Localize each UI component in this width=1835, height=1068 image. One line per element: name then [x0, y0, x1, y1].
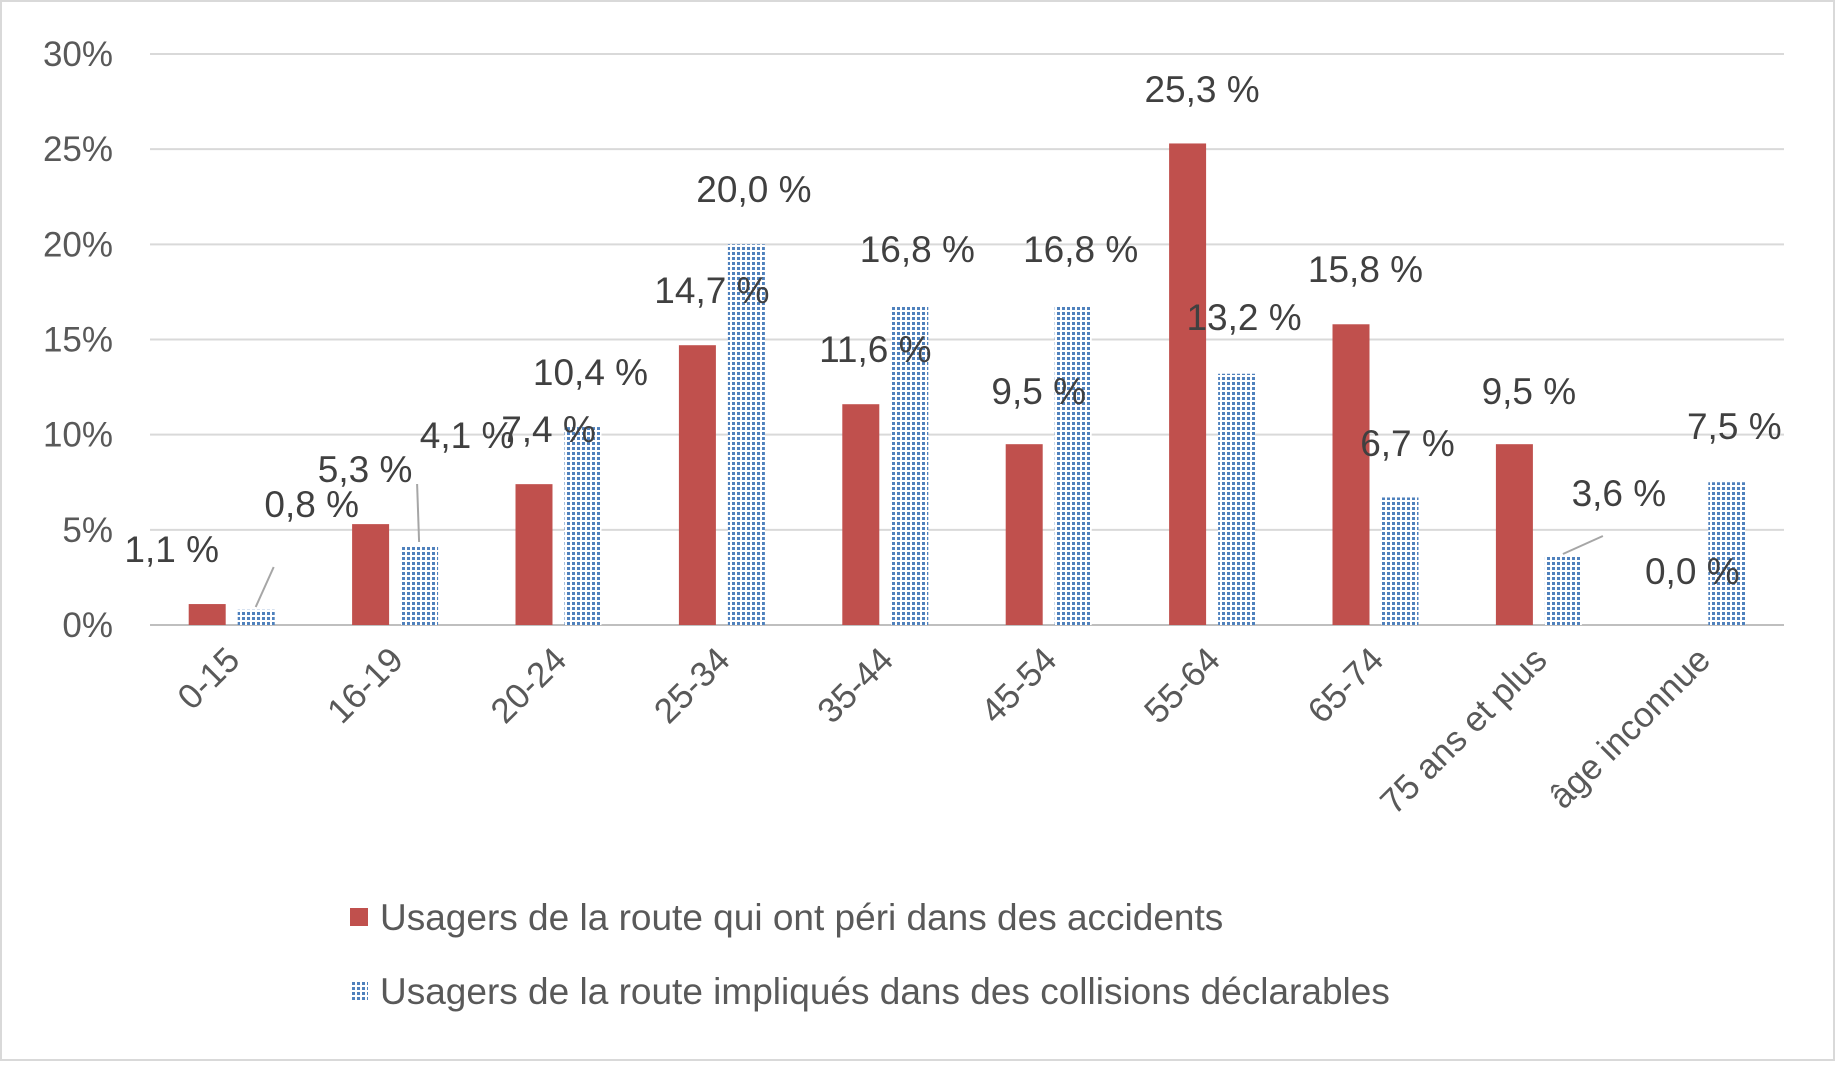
- bar-fatalities: [842, 404, 880, 625]
- x-tick-label: 65-74: [1300, 640, 1391, 731]
- data-label-fatalities: 7,4 %: [501, 409, 596, 450]
- bar-fatalities: [678, 345, 716, 625]
- data-label-fatalities: 9,5 %: [1482, 371, 1577, 412]
- data-label-collisions: 7,5 %: [1687, 406, 1782, 447]
- x-tick-label: 45-54: [973, 640, 1064, 731]
- data-label-collisions: 13,2 %: [1186, 297, 1301, 338]
- y-tick-label: 25%: [43, 130, 113, 169]
- legend: Usagers de la route qui ont péri dans de…: [350, 897, 1390, 1012]
- bar-collisions: [1544, 556, 1582, 625]
- data-label-fatalities: 15,8 %: [1308, 249, 1423, 290]
- y-tick-label: 0%: [62, 606, 113, 645]
- y-axis-ticks: 0% 5% 10% 15% 20% 25% 30%: [43, 35, 113, 645]
- x-tick-label: âge inconnue: [1542, 640, 1718, 816]
- data-label-fatalities: 11,6 %: [819, 329, 931, 370]
- data-label-collisions: 6,7 %: [1360, 423, 1455, 464]
- x-tick-label: 0-15: [170, 640, 247, 717]
- bar-collisions: [727, 244, 765, 626]
- x-tick-label: 16-19: [320, 640, 411, 731]
- x-tick-label: 75 ans et plus: [1373, 640, 1555, 822]
- x-axis-ticks: 0-15 16-19 20-24 25-34 35-44 45-54 55-64 65-747…: [170, 640, 1718, 822]
- label-leader-line: [416, 483, 421, 543]
- y-tick-label: 10%: [43, 416, 113, 455]
- x-tick-label: 35-44: [810, 640, 901, 731]
- bar-fatalities: [1495, 444, 1533, 625]
- data-label-fatalities: 14,7 %: [654, 270, 769, 311]
- bar-fatalities: [1005, 444, 1043, 625]
- bar-collisions: [1708, 482, 1746, 625]
- y-tick-label: 20%: [43, 225, 113, 264]
- bar-fatalities: [188, 604, 226, 625]
- legend-label-fatalities: Usagers de la route qui ont péri dans de…: [380, 897, 1223, 938]
- legend-label-collisions: Usagers de la route impliqués dans des c…: [380, 971, 1390, 1012]
- bar-fatalities: [515, 484, 553, 625]
- data-label-fatalities: 5,3 %: [318, 449, 413, 490]
- bar-collisions: [564, 427, 602, 625]
- label-leader-lines: [254, 483, 1604, 608]
- data-label-fatalities: 9,5 %: [991, 371, 1086, 412]
- bar-collisions: [1218, 373, 1256, 625]
- legend-swatch-fatalities: [350, 908, 368, 926]
- label-leader-line: [1562, 535, 1604, 555]
- y-tick-label: 15%: [43, 321, 113, 360]
- bar-collisions: [237, 609, 275, 625]
- y-tick-label: 30%: [43, 35, 113, 74]
- data-label-collisions: 4,1 %: [420, 415, 515, 456]
- data-label-collisions: 16,8 %: [1023, 229, 1138, 270]
- bar-collisions: [891, 305, 929, 625]
- data-label-fatalities: 25,3 %: [1144, 69, 1259, 110]
- bar-collisions: [1381, 497, 1419, 625]
- x-tick-label: 55-64: [1137, 640, 1228, 731]
- gridlines: [150, 53, 1784, 626]
- bar-collisions: [401, 546, 439, 625]
- x-tick-label: 25-34: [647, 640, 738, 731]
- data-label-collisions: 3,6 %: [1572, 473, 1667, 514]
- data-label-collisions: 10,4 %: [533, 352, 648, 393]
- data-label-collisions: 0,8 %: [264, 484, 359, 525]
- y-tick-label: 5%: [62, 511, 113, 550]
- x-tick-label: 20-24: [483, 640, 574, 731]
- bar-fatalities: [1169, 143, 1207, 625]
- bars: [188, 143, 1746, 626]
- label-leader-line: [254, 566, 275, 608]
- bar-fatalities: [352, 524, 390, 625]
- data-label-collisions: 20,0 %: [696, 169, 811, 210]
- data-label-collisions: 16,8 %: [860, 229, 975, 270]
- bar-collisions: [1054, 305, 1092, 625]
- legend-swatch-collisions: [350, 982, 368, 1000]
- data-label-fatalities: 1,1 %: [124, 529, 219, 570]
- data-label-fatalities: 0,0 %: [1645, 551, 1740, 592]
- data-labels: 1,1 % 0,8 %5,3 %4,1 %7,4 % 10,4 %14,7 % 20,…: [124, 69, 1781, 592]
- bar-fatalities: [1332, 324, 1370, 625]
